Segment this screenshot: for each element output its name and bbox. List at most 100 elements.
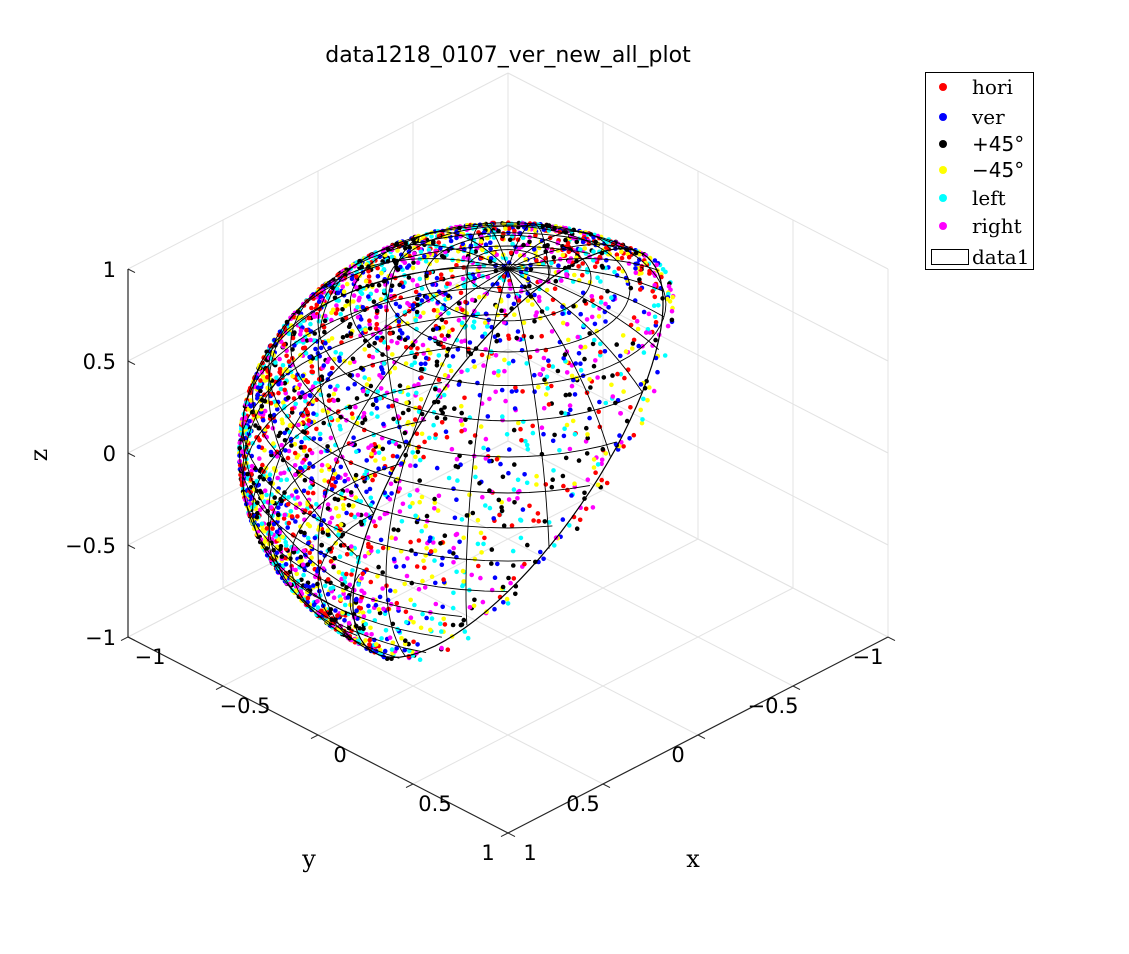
scatter-point [619,249,624,254]
scatter-point [259,521,265,527]
scatter-point [560,517,566,522]
scatter-point [367,326,373,331]
scatter-point [481,445,486,451]
scatter-point [418,249,424,255]
scatter-point [303,350,309,356]
scatter-point [532,319,537,324]
y-tick-label: −0.5 [748,694,799,718]
scatter-point [487,458,492,464]
scatter-point [610,373,615,378]
scatter-point [487,488,492,493]
scatter-point [577,247,583,252]
scatter-point [294,434,300,440]
scatter-point [376,450,382,456]
scatter-point [454,569,459,575]
scatter-point [531,247,537,252]
scatter-point [328,559,334,564]
scatter-point [378,337,384,343]
scatter-point [328,586,334,591]
scatter-point [417,276,423,282]
scatter-point [599,477,604,483]
scatter-point [525,542,530,548]
scatter-point [448,238,454,244]
scatter-point [332,471,338,477]
scatter-point [344,333,350,339]
scatter-point [510,241,515,247]
scatter-point [451,590,456,596]
scatter-point [307,461,312,466]
scatter-point [601,375,607,380]
y-tick-label: 0.5 [566,792,599,816]
scatter-point [286,520,292,526]
scatter-point [415,488,420,493]
scatter-point [379,636,384,641]
scatter-point [424,295,430,300]
scatter-point [363,621,369,627]
scatter-point [467,605,473,610]
scatter-point [558,256,563,262]
scatter-point [452,515,458,521]
scatter-point [345,595,351,600]
scatter-point [480,494,485,500]
x-tick-label: 0.5 [418,792,451,816]
scatter-point [516,420,521,426]
scatter-point [300,373,306,379]
scatter-point [432,506,437,511]
scatter-point [580,261,585,266]
scatter-point [298,332,303,337]
scatter-point [539,425,545,431]
scatter-point [423,355,429,361]
scatter-point [598,341,603,347]
scatter-point [501,320,507,325]
scatter-point [416,586,422,592]
scatter-point [478,575,483,581]
scatter-point [369,632,374,637]
scatter-point [354,274,359,279]
scatter-point [336,570,342,575]
scatter-point [321,420,327,426]
scatter-point [268,400,274,406]
scatter-point [566,259,572,264]
scatter-point [534,482,539,487]
scatter-point [254,514,260,520]
scatter-point [638,287,643,292]
scatter-point [530,423,535,429]
scatter-point [309,555,314,560]
scatter-point [338,351,344,357]
scatter-point [342,618,347,623]
scatter-point [583,506,589,512]
scatter-point [282,430,288,436]
scatter-point [436,353,442,358]
scatter-point [496,373,501,378]
scatter-point [374,398,379,404]
scatter-point [293,567,298,573]
scatter-point [379,365,384,370]
scatter-point [335,613,340,618]
scatter-point [509,389,515,394]
scatter-point [447,363,452,369]
scatter-point [485,447,491,452]
scatter-point [471,603,477,609]
legend-entry-minus45: −45° [926,157,1033,183]
scatter-point [405,392,411,398]
scatter-point [393,301,399,307]
scatter-point [381,361,387,366]
scatter-point [340,335,346,340]
scatter-point [567,523,572,528]
scatter-point [434,415,440,421]
scatter-point [260,374,266,379]
scatter-point [509,523,515,528]
scatter-point [511,427,517,433]
scatter-point [427,435,432,441]
scatter-point [358,289,363,295]
scatter-point [370,354,376,360]
legend-entry-data1: data1 [926,244,1033,270]
scatter-point [389,647,395,652]
scatter-point [342,358,347,364]
scatter-point [492,575,498,580]
scatter-point [655,369,660,375]
scatter-point [310,399,316,404]
scatter-point [381,340,387,345]
scatter-point [508,580,513,586]
scatter-point [470,324,476,329]
